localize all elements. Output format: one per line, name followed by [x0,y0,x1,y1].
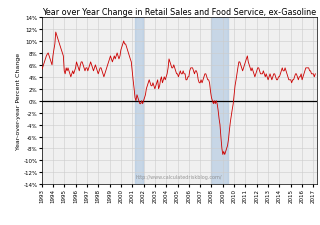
Y-axis label: Year-over-year Percent Change: Year-over-year Percent Change [16,53,20,150]
Title: Year over Year Change in Retail Sales and Food Service, ex-Gasoline: Year over Year Change in Retail Sales an… [42,8,316,17]
Bar [211,18,228,184]
Text: http://www.calculatedriskblog.com/: http://www.calculatedriskblog.com/ [136,175,222,180]
Bar [135,18,143,184]
